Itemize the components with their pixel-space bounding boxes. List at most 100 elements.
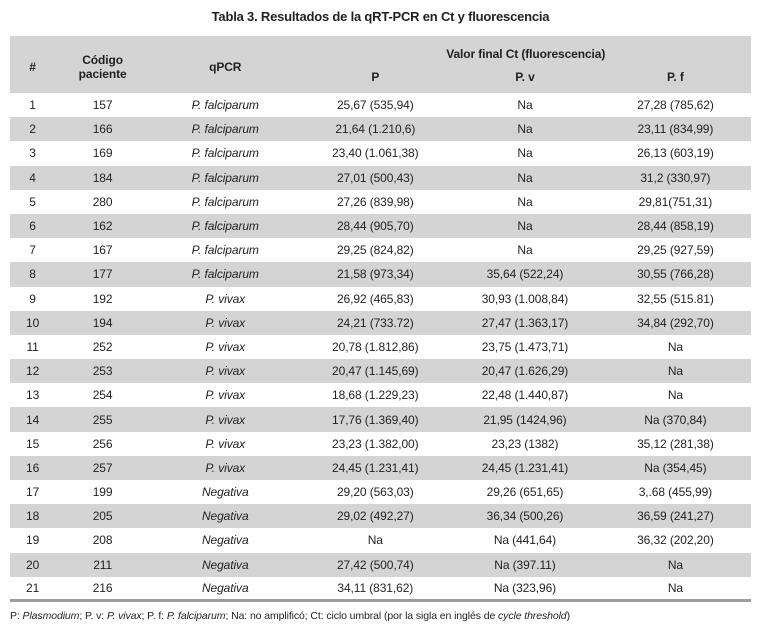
cell-qpcr: Negativa [201,581,249,596]
cell-valor-p: 29,25 (824,82) [336,243,414,258]
cell-qpcr: P. vivax [205,291,246,306]
cell-valor-pf: 36,59 (241,27) [599,504,751,529]
cell-valor-pf: 27,28 (785,62) [637,98,714,113]
table-row: 10 194 P. vivax 24,21 (733.72) 27,47 (1.363,… [10,310,751,335]
cell-valor-p: 27,01 (500,43) [300,165,451,190]
cell-codigo-paciente: 211 [55,552,151,577]
cell-valor-pf: 3,.68 (455,99) [638,485,713,500]
cell-codigo-paciente: 194 [55,310,151,335]
cell-valor-p: Na [367,533,383,548]
header-pf: P. f [599,67,751,93]
cell-num: 10 [10,310,56,335]
cell-qpcr: P. falciparum [191,146,259,161]
table-row: 17 199 Negativa 29,20 (563,03) 29,26 (651,65… [10,480,751,504]
cell-codigo-paciente: 184 [55,165,151,190]
cell-valor-pf: Na [599,552,751,577]
cell-qpcr: P. vivax [150,310,301,335]
cell-valor-p: 29,02 (492,27) [300,504,451,529]
cell-num: 13 [26,388,40,403]
header-num: # [10,36,56,93]
cell-qpcr: P. vivax [150,407,301,432]
cell-num: 5 [29,194,36,209]
cell-num: 12 [10,359,56,384]
table-row: 20 211 Negativa 27,42 (500,74) Na (397.11) Na [10,552,751,577]
table-row: 19 208 Negativa Na Na (441,64) 36,32 (202,20) [10,528,751,552]
cell-num: 11 [26,339,39,354]
cell-num: 2 [10,117,56,142]
cell-valor-p: 25,67 (535,94) [336,98,414,113]
cell-qpcr: P. falciparum [191,194,259,209]
cell-valor-pf: 29,81(751,31) [638,194,713,209]
table-row: 8 177 P. falciparum 21,58 (973,34) 35,64 (52… [10,262,751,287]
cell-valor-pv: Na [517,146,533,161]
cell-valor-pv: Na (441,64) [493,533,557,548]
cell-codigo-paciente: 255 [55,407,151,432]
cell-codigo-paciente: 169 [92,146,113,161]
cell-num: 21 [26,581,40,596]
cell-qpcr: P. vivax [150,455,301,480]
cell-num: 9 [29,291,36,306]
cell-qpcr: P. vivax [205,388,246,403]
cell-valor-p: 24,45 (1.231,41) [300,455,451,480]
cell-codigo-paciente: 157 [92,98,113,113]
cell-valor-p: 18,68 (1.229,23) [332,388,419,403]
cell-codigo-paciente: 280 [92,194,113,209]
cell-valor-pv: 30,93 (1.008,84) [481,291,569,306]
cell-valor-pv: 23,75 (1.473,71) [481,339,569,354]
cell-qpcr: P. falciparum [150,213,301,239]
cell-codigo-paciente: 253 [55,359,151,384]
results-table: # Código paciente qPCR Valor final Ct (f… [10,36,751,603]
cell-valor-pf: 26,13 (603,19) [637,146,714,161]
cell-valor-pv: 23,23 (1382) [491,436,559,451]
cell-valor-pv: Na [517,243,533,258]
cell-num: 16 [10,455,56,480]
cell-codigo-paciente: 216 [92,581,113,596]
cell-valor-pv: Na [517,194,533,209]
cell-valor-p: 21,58 (973,34) [300,262,451,287]
cell-codigo-paciente: 252 [92,339,113,354]
cell-qpcr: P. falciparum [191,243,259,258]
header-valor-final-ct: Valor final Ct (fluorescencia) [300,36,751,67]
table-row: 1 157 P. falciparum 25,67 (535,94) Na 27,28 (… [10,93,751,117]
cell-valor-pf: 32,55 (515.81) [637,291,714,306]
cell-qpcr: P. vivax [205,436,246,451]
cell-valor-pv: Na [517,98,533,113]
cell-num: 19 [26,533,40,548]
cell-codigo-paciente: 192 [92,291,113,306]
cell-codigo-paciente: 177 [55,262,151,287]
cell-valor-pf: Na [599,359,751,384]
cell-codigo-paciente: 166 [55,117,151,142]
cell-valor-pv: Na [450,165,600,190]
cell-valor-pf: 23,11 (834,99) [599,117,751,142]
header-p: P [300,67,451,93]
cell-valor-pv: Na [450,117,600,142]
cell-valor-p: 26,92 (465,83) [336,291,414,306]
cell-codigo-paciente: 256 [92,436,113,451]
table-row: 7 167 P. falciparum 29,25 (824,82) Na 29,25 (… [10,238,751,262]
cell-valor-pf: 28,44 (858,19) [599,213,751,239]
header-codigo-paciente: Código paciente [55,36,151,93]
cell-num: 6 [10,213,56,239]
cell-valor-pf: 29,25 (927,59) [637,243,714,258]
cell-num: 7 [29,243,36,258]
cell-valor-p: 24,21 (733.72) [300,310,451,335]
cell-valor-pf: Na [667,339,683,354]
cell-valor-pv: Na (397.11) [450,552,600,577]
cell-valor-p: 29,20 (563,03) [336,485,414,500]
cell-num: 18 [10,504,56,529]
cell-qpcr: P. vivax [150,359,301,384]
cell-valor-pv: 21,95 (1424,96) [450,407,600,432]
cell-codigo-paciente: 208 [92,533,113,548]
cell-valor-p: 23,23 (1.382,00) [332,436,419,451]
footnote: P: Plasmodium; P. v: P. vivax; P. f: P. … [10,610,570,623]
cell-valor-p: 20,47 (1.145,69) [300,359,451,384]
cell-codigo-paciente: 199 [92,485,113,500]
table-row: 15 256 P. vivax 23,23 (1.382,00) 23,23 (1382… [10,432,751,456]
table-row: 21 216 Negativa 34,11 (831,62) Na (323,96) Na [10,577,751,601]
cell-valor-p: 20,78 (1.812,86) [332,339,419,354]
cell-valor-pf: Na (370,84) [599,407,751,432]
cell-valor-pv: 35,64 (522,24) [450,262,600,287]
cell-qpcr: Negativa [150,504,301,529]
header-qpcr: qPCR [150,36,301,93]
cell-valor-pv: 29,26 (651,65) [486,485,564,500]
